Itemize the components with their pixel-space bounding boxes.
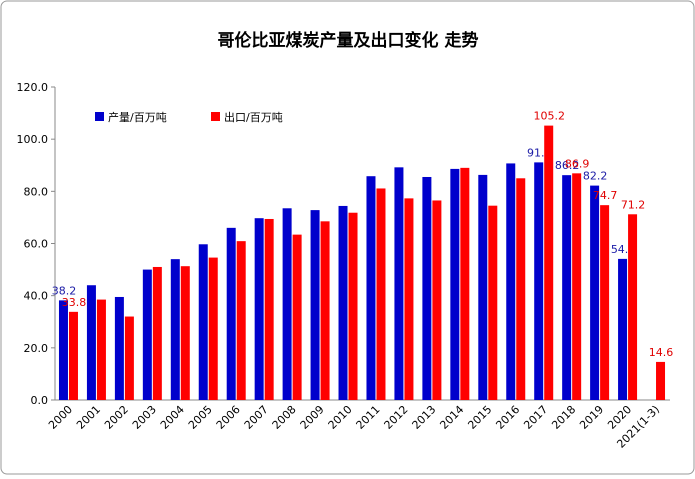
bar: [58, 300, 68, 400]
bar: [618, 258, 628, 400]
bar: [338, 205, 348, 400]
bar: [656, 361, 666, 400]
bar: [562, 175, 572, 400]
bar: [282, 208, 292, 400]
bar: [516, 178, 526, 400]
y-tick-label: 40.0: [24, 290, 49, 303]
y-tick-label: 100.0: [17, 133, 49, 146]
bar: [96, 299, 106, 400]
bar: [264, 218, 274, 400]
data-label: 14.6: [649, 346, 674, 359]
y-tick-label: 0.0: [31, 394, 49, 407]
bar: [320, 221, 330, 400]
data-label: 71.2: [621, 198, 646, 211]
bar: [68, 311, 78, 400]
bar: [488, 205, 498, 400]
bar: [86, 285, 96, 400]
bar: [170, 259, 180, 400]
y-tick-label: 20.0: [24, 342, 49, 355]
bar: [534, 162, 544, 400]
bar: [310, 210, 320, 400]
y-tick-label: 80.0: [24, 185, 49, 198]
y-tick-label: 60.0: [24, 238, 49, 251]
bar: [600, 205, 610, 400]
data-label: 74.7: [593, 189, 618, 202]
bar: [208, 257, 218, 400]
bar: [394, 167, 404, 400]
bar: [226, 227, 236, 400]
chart-title: 哥伦比亚煤炭产量及出口变化 走势: [218, 30, 479, 51]
bar: [254, 218, 264, 400]
legend-label: 出口/百万吨: [224, 110, 283, 124]
bar: [142, 269, 152, 400]
bar: [544, 125, 554, 400]
bar: [236, 241, 246, 400]
data-label: 38.2: [52, 284, 77, 297]
bar: [506, 163, 516, 400]
data-label: 82.2: [583, 170, 608, 183]
bar: [404, 198, 414, 400]
bar: [152, 266, 162, 400]
bar: [180, 266, 190, 400]
y-tick-label: 120.0: [17, 81, 49, 94]
bar: [376, 188, 386, 400]
bar: [432, 200, 442, 400]
bar: [292, 234, 302, 400]
data-label: 33.8: [62, 296, 87, 309]
bar: [450, 168, 460, 400]
legend-label: 产量/百万吨: [108, 110, 167, 124]
bar: [572, 173, 582, 400]
bar: [348, 212, 358, 400]
legend-swatch: [95, 112, 104, 121]
bar: [366, 176, 376, 400]
bar: [124, 316, 134, 400]
data-label: 86.2: [555, 159, 580, 172]
bar: [422, 176, 432, 400]
data-label: 105.2: [533, 110, 565, 123]
bar: [198, 244, 208, 400]
bar: [478, 174, 488, 400]
data-label: 86.9: [565, 157, 590, 170]
bar: [114, 296, 124, 400]
bar: [628, 214, 638, 400]
bar: [590, 185, 600, 400]
bar: [460, 167, 470, 400]
legend-swatch: [211, 112, 220, 121]
